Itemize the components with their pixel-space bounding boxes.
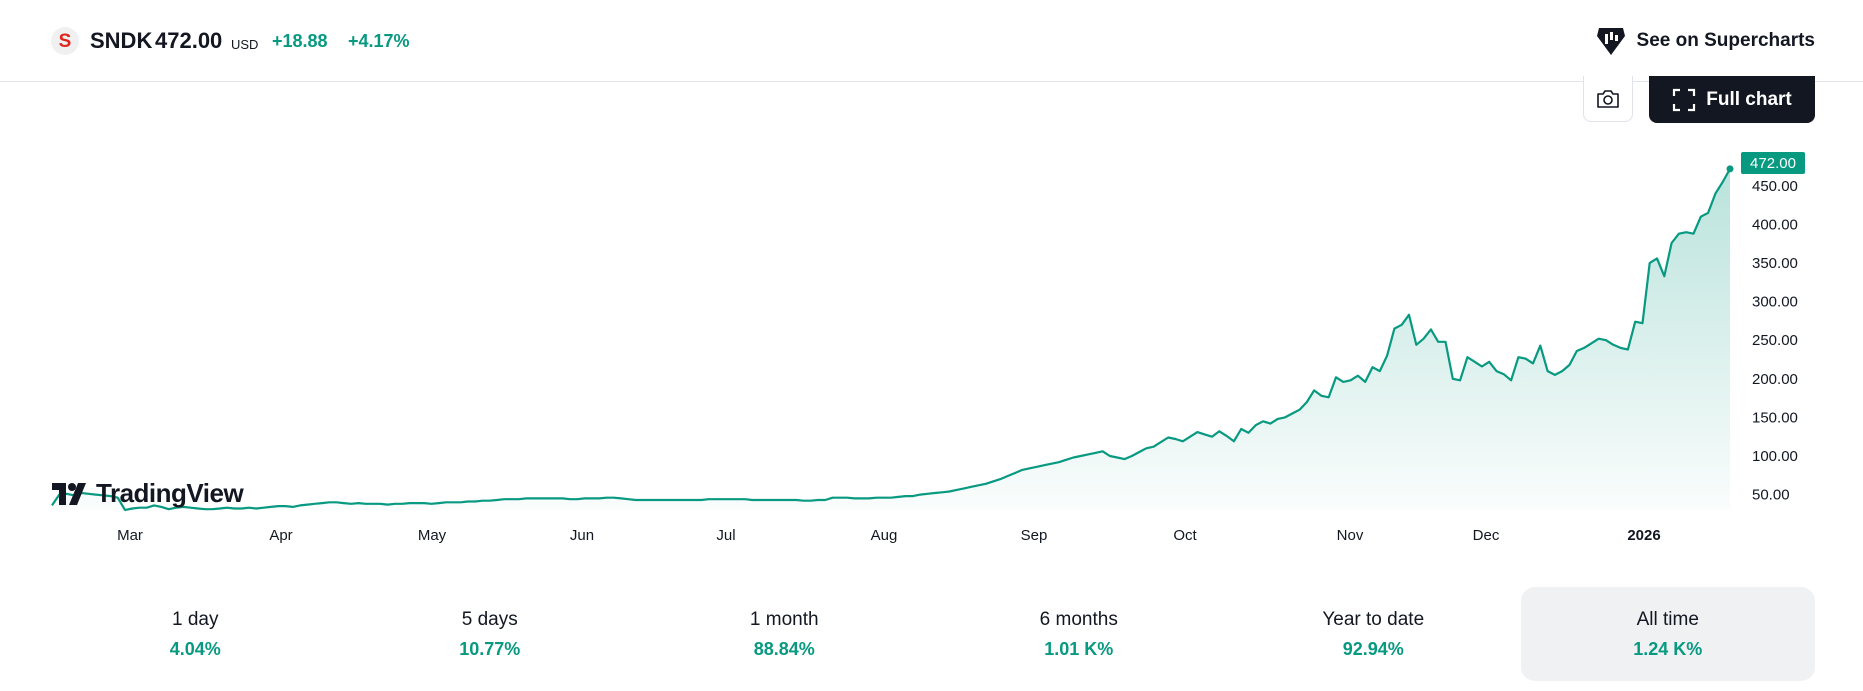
time-axis-tick: Oct: [1173, 527, 1197, 544]
period-tab-5-days[interactable]: 5 days 10.77%: [343, 587, 638, 681]
time-axis-tick: Nov: [1337, 527, 1364, 544]
time-axis-tick: Apr: [269, 527, 292, 544]
last-price: 472.00: [155, 28, 223, 53]
tradingview-logo-icon: [52, 482, 86, 505]
price-line[interactable]: [51, 168, 1731, 512]
time-axis-tick: May: [418, 527, 447, 544]
time-axis-tick: Mar: [117, 527, 143, 544]
period-label: 1 month: [749, 608, 819, 630]
period-label: 1 day: [172, 608, 219, 630]
snapshot-button[interactable]: [1583, 76, 1633, 122]
period-tab-year-to-date[interactable]: Year to date 92.94%: [1226, 587, 1521, 681]
price-axis-tick: 350.00: [1752, 255, 1798, 272]
period-tab-6-months[interactable]: 6 months 1.01 K%: [932, 587, 1227, 681]
period-tab-all-time[interactable]: All time 1.24 K%: [1520, 587, 1815, 681]
time-axis-tick: Jun: [570, 527, 594, 544]
time-axis-tick: 2026: [1627, 527, 1660, 544]
see-on-supercharts-link[interactable]: See on Supercharts: [1595, 26, 1815, 56]
time-axis-tick: Sep: [1021, 527, 1048, 544]
period-change-value: 88.84%: [753, 638, 815, 659]
camera-icon: [1597, 89, 1619, 108]
full-chart-label: Full chart: [1706, 88, 1792, 110]
period-change-value: 10.77%: [459, 638, 521, 659]
symbol-logo-icon: S: [51, 27, 79, 55]
price-axis-tick: 150.00: [1752, 409, 1798, 426]
price-chart[interactable]: 50.00 100.00 150.00 200.00 250.00 300.00 350.0…: [0, 0, 1863, 560]
price-change: +18.88: [272, 31, 328, 51]
period-change-value: 4.04%: [169, 638, 221, 659]
period-label: 6 months: [1039, 608, 1118, 630]
fullscreen-icon: [1673, 88, 1696, 111]
symbol-header: S SNDK 472.00 USD +18.88 +4.17% See on S…: [0, 0, 1863, 82]
period-performance-tabs: 1 day 4.04% 5 days 10.77% 1 month 88.84% 6 mon…: [48, 587, 1815, 681]
period-tab-1-day[interactable]: 1 day 4.04%: [48, 587, 343, 681]
period-change-value: 92.94%: [1342, 638, 1404, 659]
symbol-logo-letter: S: [58, 30, 72, 52]
last-price-badge-label: 472.00: [1750, 155, 1796, 172]
full-chart-button[interactable]: Full chart: [1649, 76, 1815, 123]
ticker-symbol[interactable]: SNDK: [90, 28, 153, 53]
price-area-fill: [52, 168, 1730, 510]
currency-label: USD: [231, 37, 259, 52]
time-axis: Mar Apr May Jun Jul Aug Sep Oct Nov Dec 2026: [117, 527, 1661, 544]
price-axis: 50.00 100.00 150.00 200.00 250.00 300.00 350.0…: [1752, 178, 1798, 504]
price-axis-tick: 450.00: [1752, 178, 1798, 195]
time-axis-tick: Jul: [716, 527, 735, 544]
price-axis-tick: 100.00: [1752, 448, 1798, 465]
tradingview-mark-icon: [1596, 28, 1625, 55]
price-axis-tick: 400.00: [1752, 216, 1798, 233]
last-price-badge: [1741, 152, 1805, 174]
price-axis-tick: 250.00: [1752, 332, 1798, 349]
period-change-value: 1.01 K%: [1044, 638, 1114, 659]
supercharts-label: See on Supercharts: [1636, 30, 1815, 51]
period-label: All time: [1636, 608, 1699, 630]
price-axis-tick: 300.00: [1752, 294, 1798, 311]
period-label: 5 days: [461, 608, 518, 630]
time-axis-tick: Aug: [871, 527, 898, 544]
tradingview-wordmark: TradingView: [96, 478, 244, 508]
period-tab-1-month[interactable]: 1 month 88.84%: [637, 587, 932, 681]
price-change-percent: +4.17%: [348, 31, 410, 51]
tradingview-logo[interactable]: TradingView: [52, 478, 244, 509]
period-change-value: 1.24 K%: [1633, 638, 1703, 659]
last-price-dot: [1726, 165, 1734, 173]
price-axis-tick: 50.00: [1752, 487, 1790, 504]
time-axis-tick: Dec: [1473, 527, 1500, 544]
period-label: Year to date: [1322, 608, 1425, 630]
price-axis-tick: 200.00: [1752, 371, 1798, 388]
